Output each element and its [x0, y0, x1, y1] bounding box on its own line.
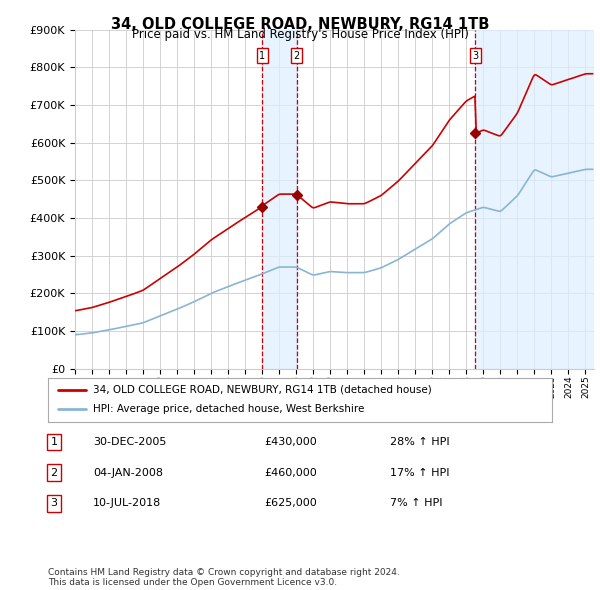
Text: Contains HM Land Registry data © Crown copyright and database right 2024.
This d: Contains HM Land Registry data © Crown c… [48, 568, 400, 587]
Text: 2: 2 [50, 468, 58, 477]
Text: 3: 3 [50, 499, 58, 508]
Text: 04-JAN-2008: 04-JAN-2008 [93, 468, 163, 477]
Text: 17% ↑ HPI: 17% ↑ HPI [390, 468, 449, 477]
Text: 2: 2 [293, 51, 300, 61]
Text: 7% ↑ HPI: 7% ↑ HPI [390, 499, 443, 508]
Text: 1: 1 [259, 51, 265, 61]
Bar [475, 30, 594, 369]
Bar [262, 30, 297, 369]
Text: 3: 3 [472, 51, 478, 61]
Text: £625,000: £625,000 [264, 499, 317, 508]
Text: 28% ↑ HPI: 28% ↑ HPI [390, 437, 449, 447]
Text: £430,000: £430,000 [264, 437, 317, 447]
Text: HPI: Average price, detached house, West Berkshire: HPI: Average price, detached house, West… [94, 405, 365, 414]
Text: 1: 1 [50, 437, 58, 447]
Text: £460,000: £460,000 [264, 468, 317, 477]
Text: 34, OLD COLLEGE ROAD, NEWBURY, RG14 1TB (detached house): 34, OLD COLLEGE ROAD, NEWBURY, RG14 1TB … [94, 385, 432, 395]
Text: 30-DEC-2005: 30-DEC-2005 [93, 437, 166, 447]
Text: 10-JUL-2018: 10-JUL-2018 [93, 499, 161, 508]
Text: 34, OLD COLLEGE ROAD, NEWBURY, RG14 1TB: 34, OLD COLLEGE ROAD, NEWBURY, RG14 1TB [111, 17, 489, 31]
Text: Price paid vs. HM Land Registry's House Price Index (HPI): Price paid vs. HM Land Registry's House … [131, 28, 469, 41]
